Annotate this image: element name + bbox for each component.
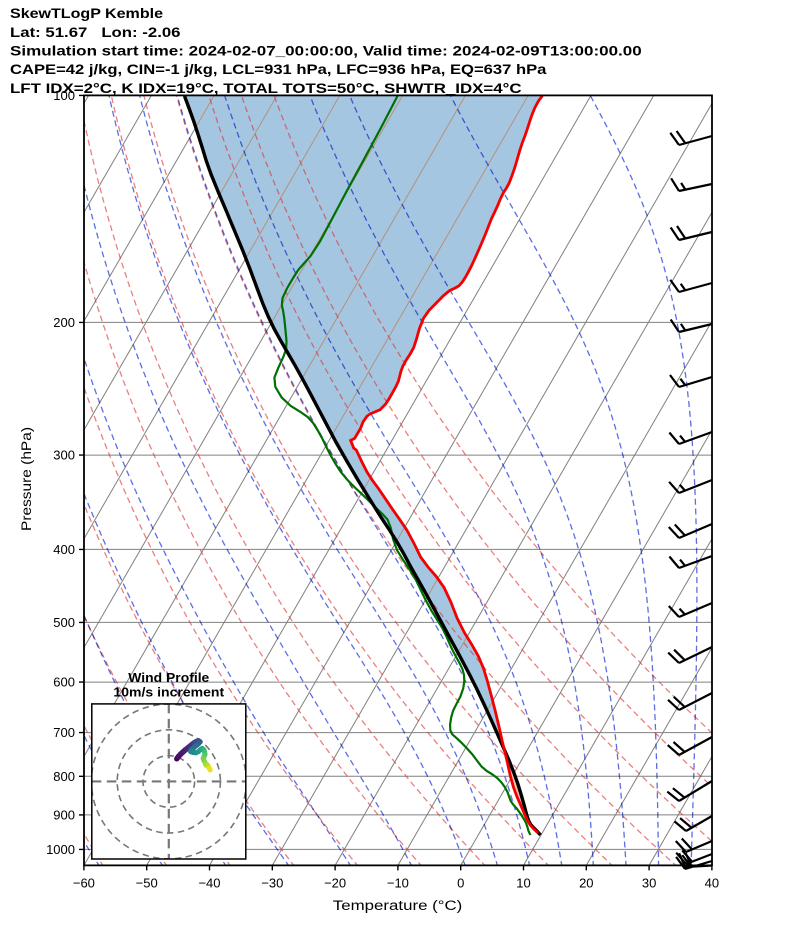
svg-text:LFT IDX=2°C, K IDX=19°C, TOTAL: LFT IDX=2°C, K IDX=19°C, TOTAL TOTS=50°C… [10, 80, 522, 96]
svg-text:400: 400 [53, 542, 75, 557]
svg-text:Wind Profile: Wind Profile [128, 670, 209, 685]
svg-text:−30: −30 [261, 875, 283, 890]
svg-text:1000: 1000 [46, 842, 75, 857]
svg-text:100: 100 [53, 88, 75, 103]
svg-text:Temperature (°C): Temperature (°C) [333, 898, 463, 913]
svg-text:CAPE=42 j/kg, CIN=-1 j/kg, LCL: CAPE=42 j/kg, CIN=-1 j/kg, LCL=931 hPa, … [10, 61, 547, 77]
svg-text:10m/s increment: 10m/s increment [113, 684, 224, 699]
svg-text:SkewTLogP Kemble: SkewTLogP Kemble [10, 5, 163, 21]
svg-text:700: 700 [53, 725, 75, 740]
svg-text:−40: −40 [198, 875, 220, 890]
svg-text:500: 500 [53, 615, 75, 630]
svg-text:200: 200 [53, 315, 75, 330]
svg-text:900: 900 [53, 807, 75, 822]
svg-text:40: 40 [705, 875, 719, 890]
svg-text:Simulation start time: 2024-02: Simulation start time: 2024-02-07_00:00:… [10, 43, 642, 59]
svg-text:800: 800 [53, 769, 75, 784]
svg-text:Pressure (hPa): Pressure (hPa) [19, 427, 34, 531]
svg-text:−20: −20 [324, 875, 346, 890]
svg-text:300: 300 [53, 448, 75, 463]
svg-text:30: 30 [642, 875, 656, 890]
svg-text:−50: −50 [136, 875, 158, 890]
svg-text:20: 20 [579, 875, 593, 890]
svg-text:−60: −60 [73, 875, 95, 890]
svg-text:0: 0 [457, 875, 464, 890]
svg-text:10: 10 [516, 875, 530, 890]
svg-text:−10: −10 [387, 875, 409, 890]
svg-text:Lat: 51.67 Lon: -2.06: Lat: 51.67 Lon: -2.06 [10, 24, 181, 40]
svg-text:600: 600 [53, 675, 75, 690]
